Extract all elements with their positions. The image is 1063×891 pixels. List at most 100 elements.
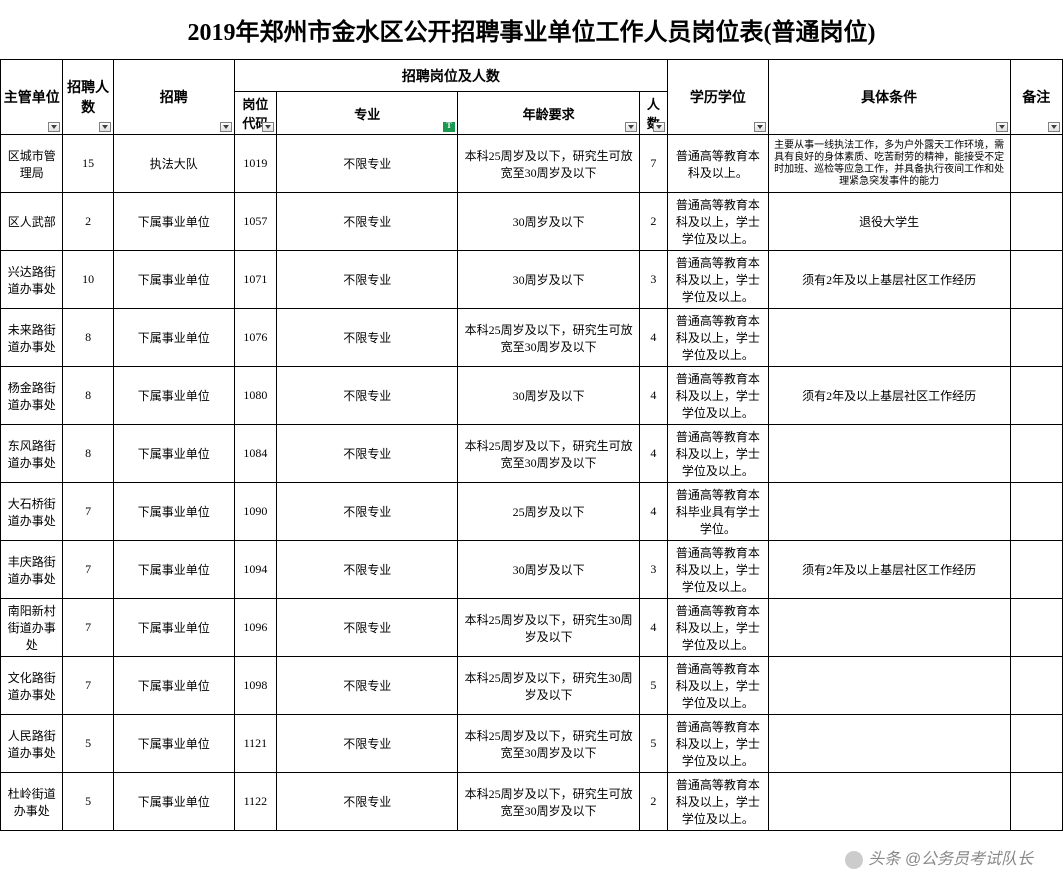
cell-count: 10: [63, 251, 113, 309]
cell-edu: 普通高等教育本科及以上，学士学位及以上。: [667, 541, 768, 599]
cell-age: 本科25周岁及以下，研究生可放宽至30周岁及以下: [458, 309, 639, 367]
cell-recruit: 下属事业单位: [113, 541, 234, 599]
header-recruit: 招聘: [113, 60, 234, 135]
header-dept: 主管单位: [1, 60, 63, 135]
cell-edu: 普通高等教育本科及以上，学士学位及以上。: [667, 657, 768, 715]
cell-count: 8: [63, 425, 113, 483]
cell-age: 本科25周岁及以下，研究生30周岁及以下: [458, 657, 639, 715]
cell-note: [1010, 309, 1062, 367]
cell-edu: 普通高等教育本科及以上，学士学位及以上。: [667, 773, 768, 831]
cell-recruit: 下属事业单位: [113, 715, 234, 773]
cell-num: 2: [639, 773, 667, 831]
cell-num: 4: [639, 425, 667, 483]
cell-cond: [768, 773, 1010, 831]
cell-cond: [768, 425, 1010, 483]
cell-count: 5: [63, 715, 113, 773]
cell-code: 1076: [234, 309, 276, 367]
cell-dept: 南阳新村街道办事处: [1, 599, 63, 657]
cell-count: 5: [63, 773, 113, 831]
table-row: 南阳新村街道办事处7下属事业单位1096不限专业本科25周岁及以下，研究生30周…: [1, 599, 1063, 657]
filter-icon[interactable]: [625, 122, 637, 132]
filter-icon[interactable]: [48, 122, 60, 132]
cell-recruit: 下属事业单位: [113, 367, 234, 425]
cell-num: 5: [639, 657, 667, 715]
cell-note: [1010, 135, 1062, 193]
cell-note: [1010, 599, 1062, 657]
cell-note: [1010, 541, 1062, 599]
filter-icon-applied[interactable]: [443, 122, 455, 132]
cell-cond: 须有2年及以上基层社区工作经历: [768, 541, 1010, 599]
cell-note: [1010, 251, 1062, 309]
watermark-icon: [845, 851, 863, 869]
cell-dept: 兴达路街道办事处: [1, 251, 63, 309]
cell-age: 30周岁及以下: [458, 541, 639, 599]
job-table: 主管单位 招聘人数 招聘 招聘岗位及人数 学历学位 具体条件 备注 岗位代码 专…: [0, 59, 1063, 831]
cell-major: 不限专业: [277, 309, 458, 367]
cell-note: [1010, 657, 1062, 715]
cell-edu: 普通高等教育本科及以上，学士学位及以上。: [667, 367, 768, 425]
cell-num: 3: [639, 251, 667, 309]
cell-edu: 普通高等教育本科及以上，学士学位及以上。: [667, 715, 768, 773]
cell-recruit: 下属事业单位: [113, 599, 234, 657]
cell-count: 7: [63, 541, 113, 599]
header-note: 备注: [1010, 60, 1062, 135]
cell-dept: 人民路街道办事处: [1, 715, 63, 773]
cell-major: 不限专业: [277, 657, 458, 715]
cell-age: 本科25周岁及以下，研究生30周岁及以下: [458, 599, 639, 657]
cell-num: 2: [639, 193, 667, 251]
filter-icon[interactable]: [754, 122, 766, 132]
cell-edu: 普通高等教育本科及以上，学士学位及以上。: [667, 309, 768, 367]
cell-recruit: 下属事业单位: [113, 251, 234, 309]
cell-count: 7: [63, 483, 113, 541]
cell-major: 不限专业: [277, 193, 458, 251]
table-row: 杨金路街道办事处8下属事业单位1080不限专业30周岁及以下4普通高等教育本科及…: [1, 367, 1063, 425]
cell-count: 8: [63, 309, 113, 367]
cell-major: 不限专业: [277, 135, 458, 193]
cell-dept: 区人武部: [1, 193, 63, 251]
cell-age: 本科25周岁及以下，研究生可放宽至30周岁及以下: [458, 135, 639, 193]
cell-cond: [768, 715, 1010, 773]
cell-major: 不限专业: [277, 483, 458, 541]
cell-dept: 大石桥街道办事处: [1, 483, 63, 541]
cell-num: 3: [639, 541, 667, 599]
cell-edu: 普通高等教育本科毕业具有学士学位。: [667, 483, 768, 541]
cell-cond: [768, 483, 1010, 541]
cell-code: 1057: [234, 193, 276, 251]
cell-recruit: 下属事业单位: [113, 483, 234, 541]
cell-age: 30周岁及以下: [458, 193, 639, 251]
cell-major: 不限专业: [277, 715, 458, 773]
cell-cond: [768, 309, 1010, 367]
cell-code: 1084: [234, 425, 276, 483]
cell-age: 25周岁及以下: [458, 483, 639, 541]
cell-code: 1096: [234, 599, 276, 657]
cell-num: 4: [639, 309, 667, 367]
cell-edu: 普通高等教育本科及以上，学士学位及以上。: [667, 425, 768, 483]
header-edu: 学历学位: [667, 60, 768, 135]
cell-dept: 文化路街道办事处: [1, 657, 63, 715]
cell-dept: 未来路街道办事处: [1, 309, 63, 367]
filter-icon[interactable]: [653, 122, 665, 132]
filter-icon[interactable]: [262, 122, 274, 132]
header-code: 岗位代码: [234, 92, 276, 135]
cell-age: 本科25周岁及以下，研究生可放宽至30周岁及以下: [458, 425, 639, 483]
cell-code: 1080: [234, 367, 276, 425]
cell-recruit: 执法大队: [113, 135, 234, 193]
cell-num: 7: [639, 135, 667, 193]
table-row: 人民路街道办事处5下属事业单位1121不限专业本科25周岁及以下，研究生可放宽至…: [1, 715, 1063, 773]
cell-edu: 普通高等教育本科及以上。: [667, 135, 768, 193]
filter-icon[interactable]: [99, 122, 111, 132]
filter-icon[interactable]: [996, 122, 1008, 132]
cell-age: 本科25周岁及以下，研究生可放宽至30周岁及以下: [458, 773, 639, 831]
cell-major: 不限专业: [277, 367, 458, 425]
cell-num: 5: [639, 715, 667, 773]
cell-age: 本科25周岁及以下，研究生可放宽至30周岁及以下: [458, 715, 639, 773]
cell-cond: 退役大学生: [768, 193, 1010, 251]
table-row: 丰庆路街道办事处7下属事业单位1094不限专业30周岁及以下3普通高等教育本科及…: [1, 541, 1063, 599]
watermark: 头条 @公务员考试队长: [845, 845, 1033, 869]
filter-icon[interactable]: [1048, 122, 1060, 132]
cell-recruit: 下属事业单位: [113, 309, 234, 367]
cell-edu: 普通高等教育本科及以上，学士学位及以上。: [667, 599, 768, 657]
cell-note: [1010, 367, 1062, 425]
filter-icon[interactable]: [220, 122, 232, 132]
cell-edu: 普通高等教育本科及以上，学士学位及以上。: [667, 251, 768, 309]
